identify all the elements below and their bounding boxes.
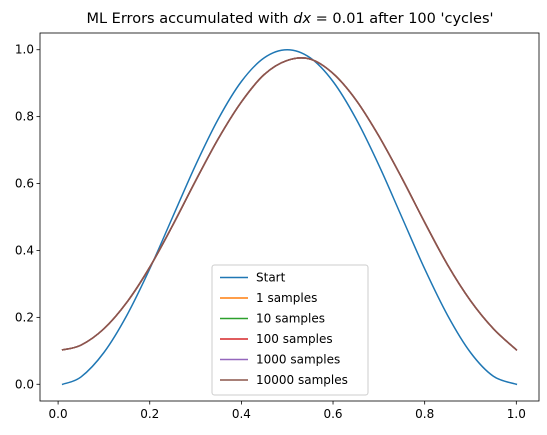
legend-label-10-samples: 10 samples bbox=[256, 312, 325, 326]
x-tick-label: 0.4 bbox=[232, 407, 251, 421]
legend-frame bbox=[211, 264, 369, 396]
x-tick-label: 0.2 bbox=[140, 407, 159, 421]
series-line-10000-samples bbox=[61, 57, 518, 351]
x-tick-label: 0.6 bbox=[323, 407, 342, 421]
x-tick-label: 0.8 bbox=[415, 407, 434, 421]
y-axis: 0.0 0.2 0.4 0.6 0.8 1.0 bbox=[15, 43, 40, 391]
legend-label-1000-samples: 1000 samples bbox=[256, 353, 340, 367]
plot-frame bbox=[39, 32, 540, 402]
legend-label-10000-samples: 10000 samples bbox=[256, 373, 348, 387]
y-tick-label: 0.4 bbox=[15, 243, 34, 257]
x-tick-label: 0.0 bbox=[49, 407, 68, 421]
series-line-start bbox=[61, 48, 518, 386]
chart-title: ML Errors accumulated with dx = 0.01 aft… bbox=[86, 11, 493, 27]
legend: Start 1 samples 10 samples 100 samples 1000 … bbox=[211, 264, 369, 396]
legend-label-1-samples: 1 samples bbox=[256, 291, 317, 305]
legend-label-start: Start bbox=[256, 271, 286, 285]
x-tick-label: 1.0 bbox=[507, 407, 526, 421]
x-axis: 0.0 0.2 0.4 0.6 0.8 1.0 bbox=[49, 401, 526, 421]
y-tick-label: 0.0 bbox=[15, 377, 34, 391]
y-tick-label: 0.2 bbox=[15, 310, 34, 324]
y-tick-label: 0.8 bbox=[15, 110, 34, 124]
plot-lines bbox=[61, 48, 518, 386]
legend-label-100-samples: 100 samples bbox=[256, 332, 333, 346]
y-tick-label: 1.0 bbox=[15, 43, 34, 57]
y-tick-label: 0.6 bbox=[15, 177, 34, 191]
